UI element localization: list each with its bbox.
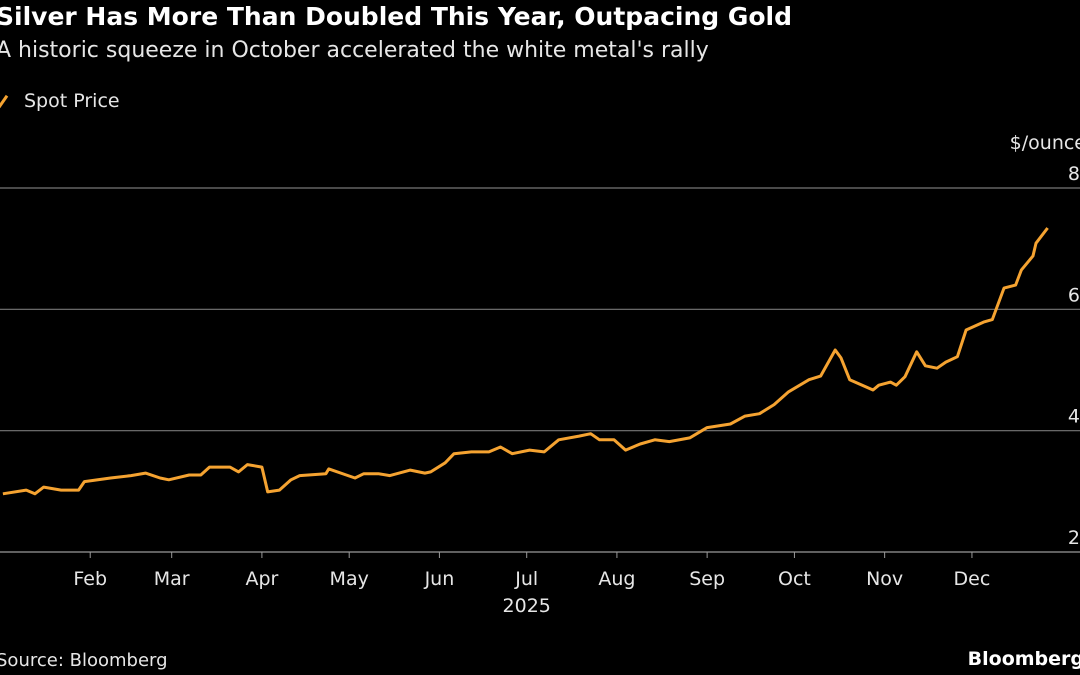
series-line-spot-price [2,227,1049,496]
x-tick-label: Oct [778,568,811,590]
source-note: Source: Bloomberg [0,650,168,671]
x-year-label: 2025 [503,595,551,617]
x-tick-label: Apr [245,568,278,590]
legend: Spot Price [0,90,120,112]
chart-title: Silver Has More Than Doubled This Year, … [0,2,793,31]
x-tick-label: Jul [514,568,538,590]
y-tick-label: 20 [1068,527,1080,549]
x-tick-label: Mar [154,568,190,590]
x-tick-label: May [330,568,369,590]
y-axis-unit: $/ounce [1009,132,1080,154]
legend-label: Spot Price [24,90,120,112]
x-tick-label: Nov [866,568,903,590]
y-tick-label: 40 [1068,406,1080,428]
bloomberg-logo: Bloomberg [967,648,1080,670]
chart-subtitle: A historic squeeze in October accelerate… [0,38,709,63]
x-tick-label: Dec [954,568,991,590]
y-tick-label: 60 [1068,284,1080,306]
x-tick-label: Aug [598,568,635,590]
x-tick-label: Jun [424,568,455,590]
y-tick-label: 80 [1068,163,1080,185]
x-tick-label: Sep [689,568,725,590]
x-tick-label: Feb [73,568,107,590]
